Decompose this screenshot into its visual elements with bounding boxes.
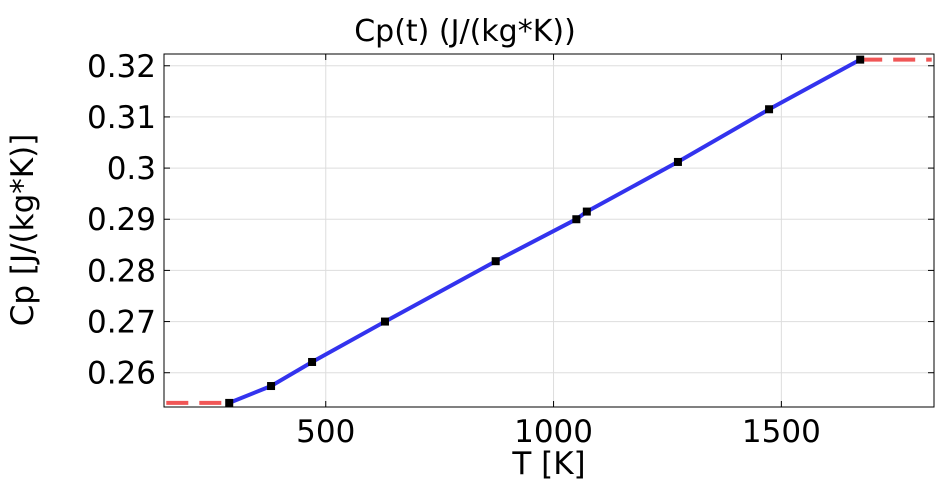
x-axis-ticks: 500 1000 1500 [296, 54, 821, 450]
y-axis-ticks: 0.26 0.27 0.28 0.29 0.3 0.31 0.32 [87, 49, 934, 392]
data-point [491, 257, 500, 266]
y-tick-label: 0.26 [87, 356, 156, 392]
x-tick-label: 1000 [514, 414, 593, 450]
data-markers [225, 55, 865, 407]
data-point [673, 157, 682, 166]
y-tick-label: 0.29 [87, 202, 156, 238]
x-axis-label: T [K] [511, 446, 585, 482]
y-tick-label: 0.27 [87, 305, 156, 341]
series-line-interpolated [227, 57, 863, 405]
plot-frame [163, 53, 935, 408]
data-point [582, 207, 591, 216]
series-lines [166, 57, 932, 405]
data-point [225, 398, 234, 407]
data-point [856, 55, 865, 64]
data-point [572, 215, 581, 224]
data-point [267, 382, 276, 391]
y-tick-label: 0.3 [107, 151, 156, 187]
data-point [308, 357, 317, 366]
data-point [765, 105, 774, 114]
grid [164, 54, 934, 407]
data-point [380, 317, 389, 326]
chart-title: Cp(t) (J/(kg*K)) [354, 14, 576, 49]
x-tick-label: 1500 [742, 414, 821, 450]
y-tick-label: 0.31 [87, 100, 156, 136]
y-tick-label: 0.28 [87, 253, 156, 289]
y-axis-label: Cp [J/(kg*K)] [5, 134, 41, 327]
y-tick-label: 0.32 [87, 49, 156, 85]
x-tick-label: 500 [296, 414, 355, 450]
